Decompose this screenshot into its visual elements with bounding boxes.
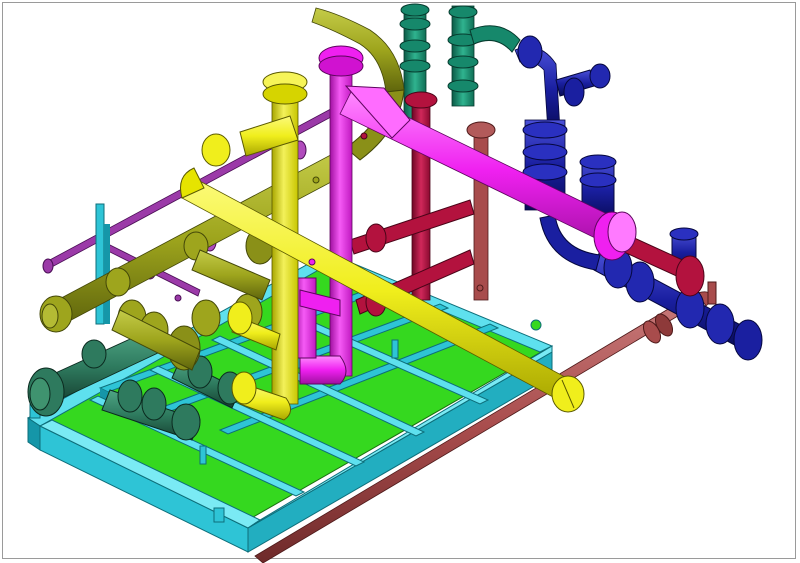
navy-line[interactable] [514, 35, 763, 361]
teal-riser[interactable] [399, 3, 521, 127]
dark-green-manifold[interactable] [27, 329, 243, 441]
yellow-header-pipe[interactable] [180, 71, 585, 421]
magenta-line[interactable] [293, 45, 637, 385]
instrument-tags [174, 132, 484, 302]
